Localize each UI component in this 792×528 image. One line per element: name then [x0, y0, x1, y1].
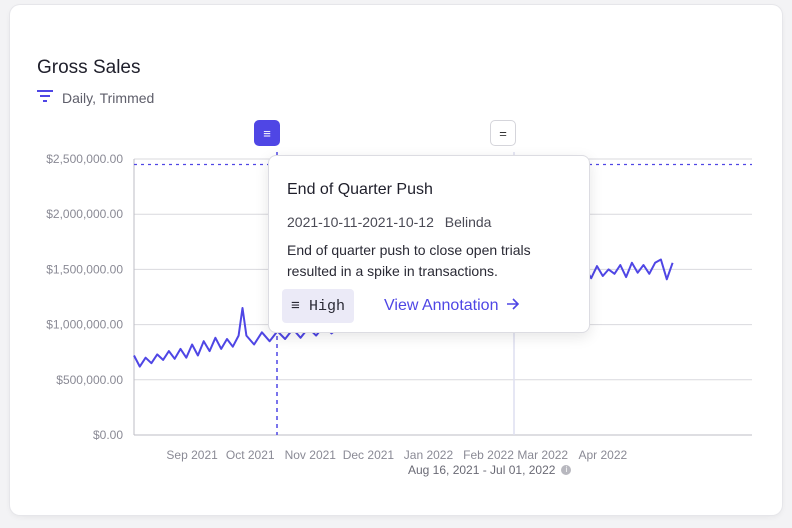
- date-range-label: Aug 16, 2021 - Jul 01, 2022: [408, 463, 556, 477]
- annotation-meta: 2021-10-11-2021-10-12 Belinda: [287, 214, 491, 230]
- chart-subtitle: Daily, Trimmed: [62, 89, 155, 106]
- view-annotation-link[interactable]: View Annotation: [384, 297, 520, 315]
- x-tick-label: Oct 2021: [226, 448, 275, 462]
- annotation-author: Belinda: [444, 214, 492, 230]
- annotation-title: End of Quarter Push: [287, 181, 433, 198]
- list-icon: ≡: [291, 297, 301, 315]
- y-tick-label: $0.00: [93, 428, 123, 442]
- y-tick-label: $1,000,000.00: [46, 318, 123, 332]
- arrow-right-icon: [506, 297, 520, 315]
- priority-badge: ≡ High: [282, 289, 355, 323]
- x-tick-label: Mar 2022: [517, 448, 568, 462]
- date-range: Aug 16, 2021 - Jul 01, 2022 i: [408, 463, 572, 477]
- list-icon: ≡: [263, 125, 271, 141]
- list-icon: =: [499, 125, 507, 141]
- y-tick-label: $500,000.00: [56, 373, 123, 387]
- x-tick-label: Apr 2022: [578, 448, 627, 462]
- chart-subtitle-row: Daily, Trimmed: [37, 89, 154, 106]
- priority-label: High: [309, 297, 346, 315]
- x-tick-label: Dec 2021: [343, 448, 395, 462]
- annotation-marker[interactable]: =: [490, 120, 516, 146]
- annotation-tooltip: End of Quarter Push 2021-10-11-2021-10-1…: [268, 155, 590, 333]
- x-tick-label: Jan 2022: [404, 448, 454, 462]
- y-tick-label: $1,500,000.00: [46, 262, 123, 276]
- x-tick-label: Nov 2021: [285, 448, 337, 462]
- y-tick-label: $2,000,000.00: [46, 207, 123, 221]
- annotation-description: End of quarter push to close open trials…: [287, 242, 531, 279]
- x-tick-label: Sep 2021: [166, 448, 218, 462]
- annotation-marker-active[interactable]: ≡: [254, 120, 280, 146]
- filter-icon: [37, 89, 53, 106]
- view-annotation-label: View Annotation: [384, 297, 499, 314]
- chart-title: Gross Sales: [37, 57, 141, 78]
- info-icon[interactable]: i: [561, 465, 572, 475]
- x-tick-label: Feb 2022: [463, 448, 514, 462]
- y-tick-label: $2,500,000.00: [46, 152, 123, 166]
- annotation-dates: 2021-10-11-2021-10-12: [287, 214, 434, 230]
